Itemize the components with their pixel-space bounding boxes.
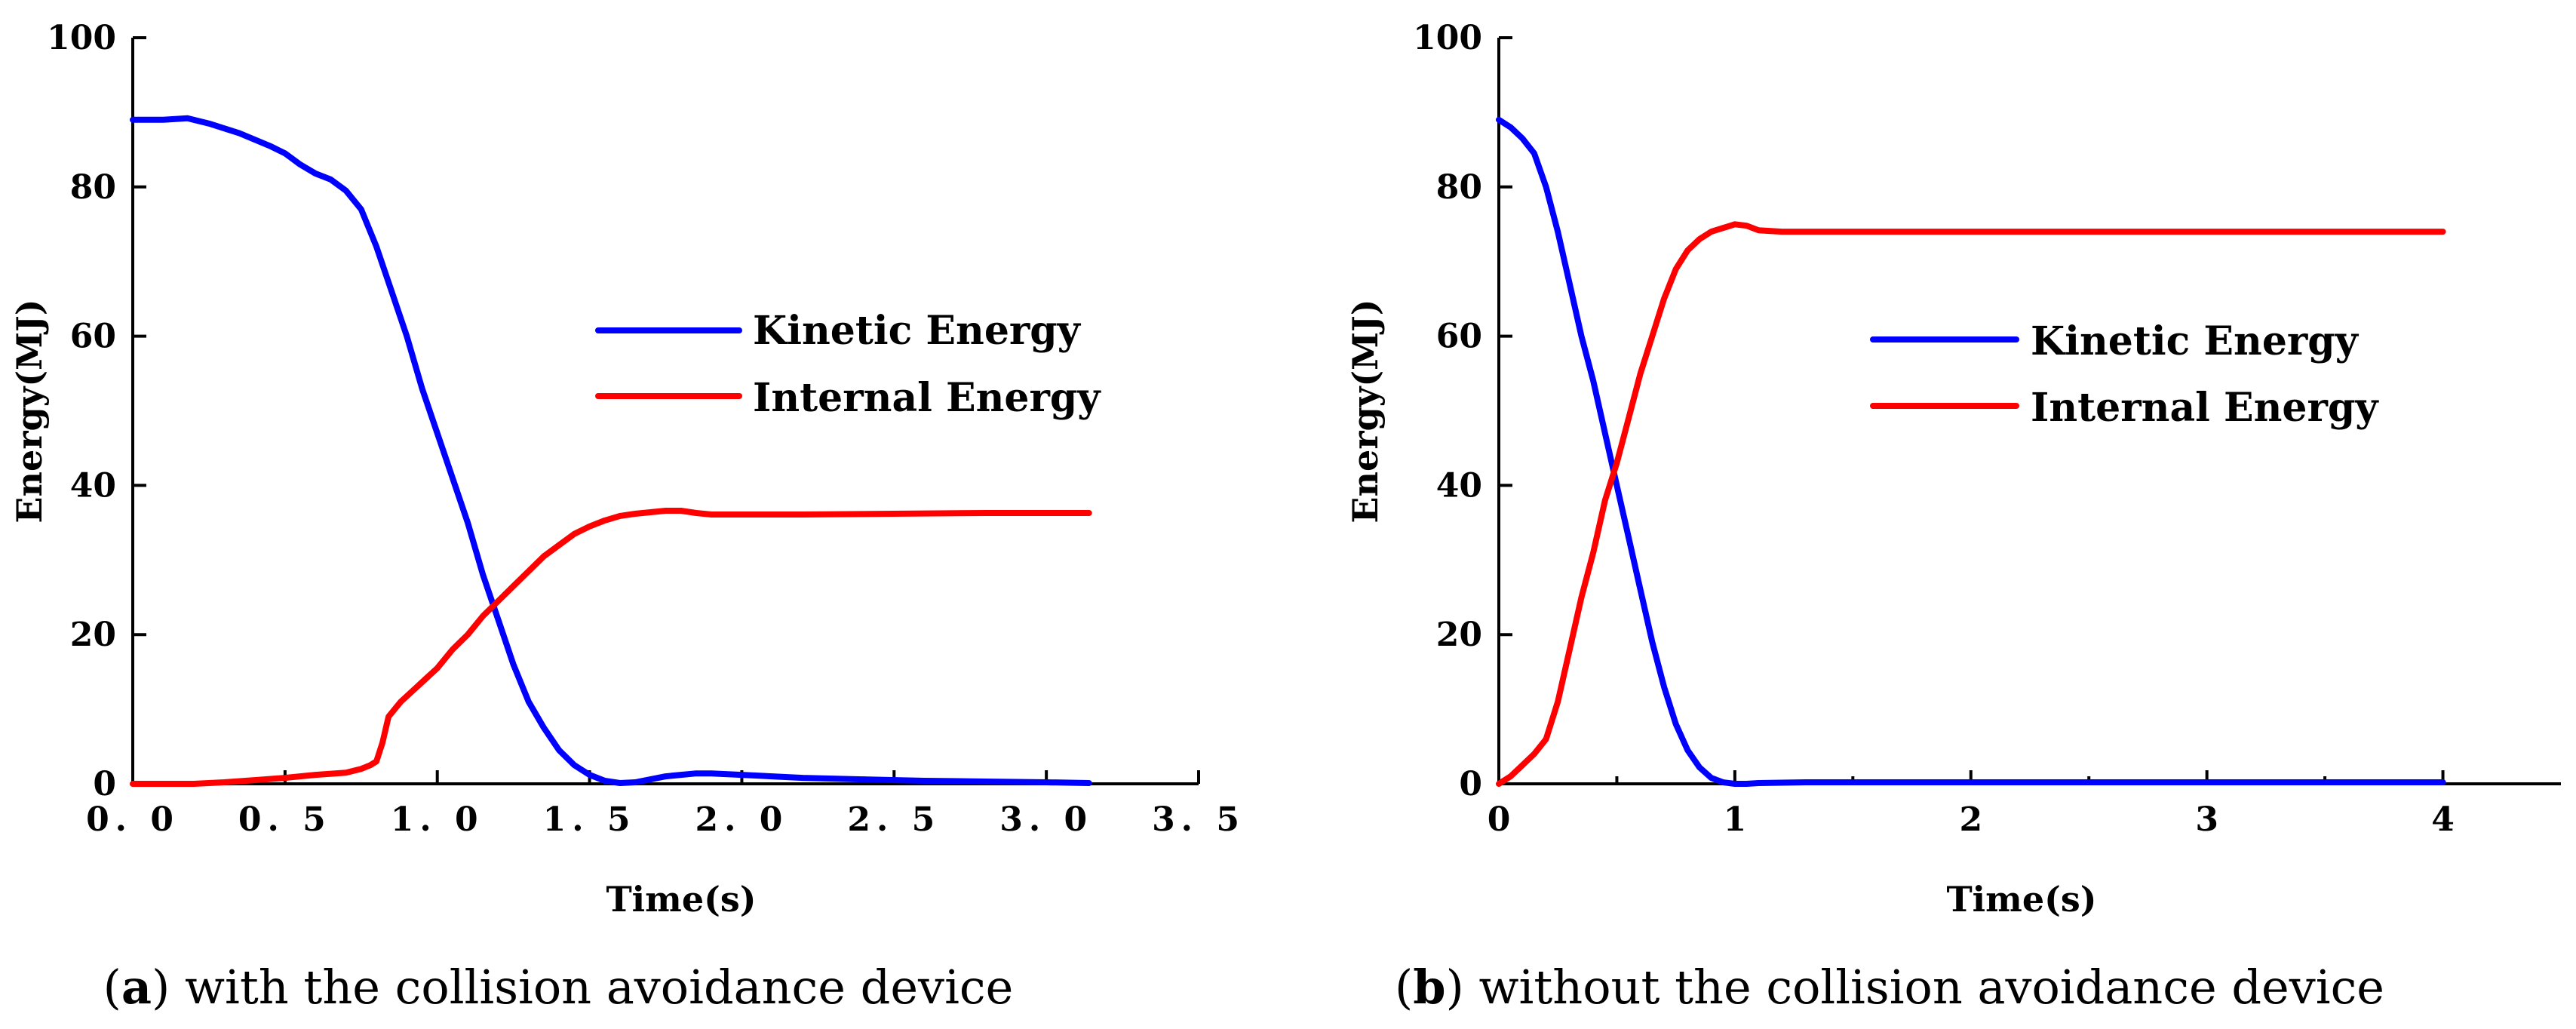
- panel-b-kinetic-energy-line: [1496, 116, 2446, 787]
- panel-b-ytick-label: 80: [1436, 168, 1482, 207]
- panel-a-xtick-label: 3. 0: [999, 800, 1093, 839]
- panel-b-xtick-label: 4: [2431, 800, 2455, 839]
- panel-a-xtick-label: 3. 5: [1152, 800, 1245, 839]
- panel-b-ytick-label: 40: [1436, 466, 1482, 505]
- panel-a-series-layer: [130, 115, 1092, 787]
- panel-b-legend-kinetic-label: Kinetic Energy: [2031, 318, 2360, 364]
- panel-a-x-axis-title: Time(s): [606, 879, 756, 920]
- panel-a-legend-kinetic-label: Kinetic Energy: [753, 308, 1082, 354]
- panel-b-xtick-label: 3: [2195, 800, 2218, 839]
- panel-a-xtick-label: 1. 5: [543, 800, 637, 839]
- panel-b-caption: (b) without the collision avoidance devi…: [1395, 960, 2384, 1015]
- panel-b-internal-energy-line: [1496, 221, 2446, 787]
- panel-a-ytick-label: 100: [47, 19, 116, 57]
- panel-a-ytick-label: 60: [70, 318, 116, 356]
- panel-b-ytick-label: 0: [1459, 765, 1482, 803]
- panel-a-xtick-label: 2. 0: [695, 800, 788, 839]
- panel-b-xtick-label: 2: [1959, 800, 1982, 839]
- panel-b-x-axis-title: Time(s): [1946, 879, 2096, 920]
- panel-a-legend: Kinetic Energy Internal Energy: [595, 308, 1101, 421]
- panel-a-ytick-label: 20: [70, 616, 116, 654]
- panel-a-ytick-label: 0: [93, 765, 116, 803]
- panel-a-xtick-label: 0. 5: [238, 800, 332, 839]
- panel-b-y-axis-title: Energy(MJ): [1345, 299, 1386, 523]
- panel-b-ytick-label: 100: [1413, 19, 1482, 57]
- panel-b-xtick-label: 0: [1488, 800, 1511, 839]
- panel-b-legend: Kinetic Energy Internal Energy: [1870, 318, 2379, 431]
- panel-a-y-ticks: 0 20 40 60 80 100: [47, 19, 146, 803]
- panel-a-ytick-label: 40: [70, 466, 116, 505]
- panel-b-legend-internal-label: Internal Energy: [2031, 385, 2379, 431]
- panel-a-xtick-label: 1. 0: [391, 800, 484, 839]
- panel-a-y-axis-title: Energy(MJ): [9, 299, 50, 523]
- panel-b-caption-letter: b: [1413, 960, 1445, 1015]
- panel-b-y-ticks: 0 20 40 60 80 100: [1413, 19, 1512, 803]
- panel-a-caption-text: with the collision avoidance device: [185, 960, 1013, 1015]
- panel-a-caption: (a) with the collision avoidance device: [103, 960, 1014, 1015]
- panel-a-legend-internal-label: Internal Energy: [753, 375, 1101, 421]
- panel-b-ytick-label: 60: [1436, 318, 1482, 356]
- panel-a-chart: 0 20 40 60 80 100 0. 0 0. 5 1. 0 1. 5 2. 0 2. 5 3. …: [9, 19, 1245, 1015]
- panel-b-xtick-label: 1: [1724, 800, 1747, 839]
- panel-b-x-ticks: 0 1 2 3 4: [1488, 770, 2455, 839]
- panel-a-internal-energy-line: [130, 508, 1092, 787]
- panel-b-caption-text: without the collision avoidance device: [1478, 960, 2384, 1015]
- panel-b-series-layer: [1496, 116, 2446, 787]
- panel-a-caption-letter: a: [121, 960, 152, 1015]
- panel-a-xtick-label: 0. 0: [86, 800, 180, 839]
- panel-b-chart: 0 20 40 60 80 100 0 1 2 3 4 Time(s) Energy(MJ) Ki…: [1345, 19, 2561, 1015]
- panel-a-ytick-label: 80: [70, 168, 116, 207]
- panel-a-kinetic-energy-line: [130, 115, 1092, 786]
- panel-a-x-ticks: 0. 0 0. 5 1. 0 1. 5 2. 0 2. 5 3. 0 3. 5: [86, 770, 1245, 839]
- panel-a-xtick-label: 2. 5: [847, 800, 941, 839]
- panel-b-ytick-label: 20: [1436, 616, 1482, 654]
